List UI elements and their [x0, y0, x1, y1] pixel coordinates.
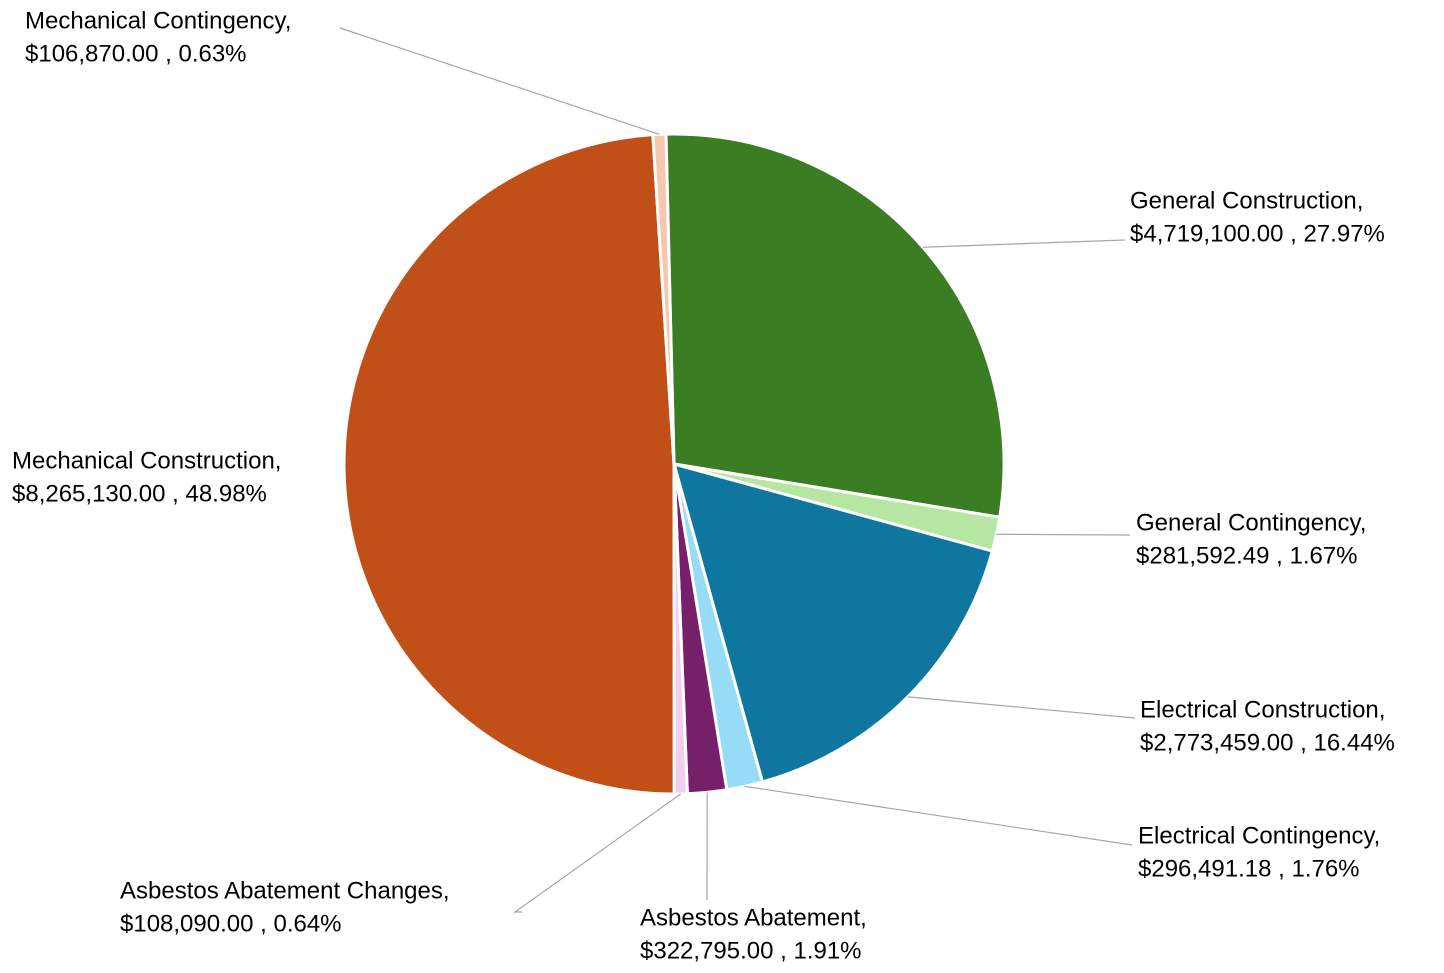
slice-value-label: $2,773,459.00 , 16.44% — [1140, 729, 1395, 756]
leader-line — [340, 28, 659, 134]
slice-label: Asbestos Abatement, — [640, 904, 867, 931]
slice-value-label: $322,795.00 , 1.91% — [640, 937, 862, 964]
slice-value-label: $106,870.00 , 0.63% — [25, 40, 247, 67]
slice-value-label: $8,265,130.00 , 48.98% — [12, 480, 267, 507]
slice-value-label: $296,491.18 , 1.76% — [1138, 855, 1360, 882]
slice-label: Electrical Contingency, — [1138, 822, 1380, 849]
leader-line — [923, 240, 1125, 247]
slice-value-label: $281,592.49 , 1.67% — [1136, 542, 1358, 569]
slice-value-label: $108,090.00 , 0.64% — [120, 910, 342, 937]
pie-slice — [666, 134, 1004, 517]
slice-label: Electrical Construction, — [1140, 696, 1385, 723]
leader-line — [908, 697, 1135, 718]
pie-slice — [344, 135, 674, 794]
leader-line — [745, 786, 1132, 845]
slice-label: General Construction, — [1130, 187, 1363, 214]
slice-label: Asbestos Abatement Changes, — [120, 877, 450, 904]
slice-label: General Contingency, — [1136, 509, 1366, 536]
slice-label: Mechanical Contingency, — [25, 7, 291, 34]
leader-line — [996, 534, 1130, 535]
leader-line — [515, 794, 681, 912]
slice-value-label: $4,719,100.00 , 27.97% — [1130, 220, 1385, 247]
slice-label: Mechanical Construction, — [12, 447, 281, 474]
